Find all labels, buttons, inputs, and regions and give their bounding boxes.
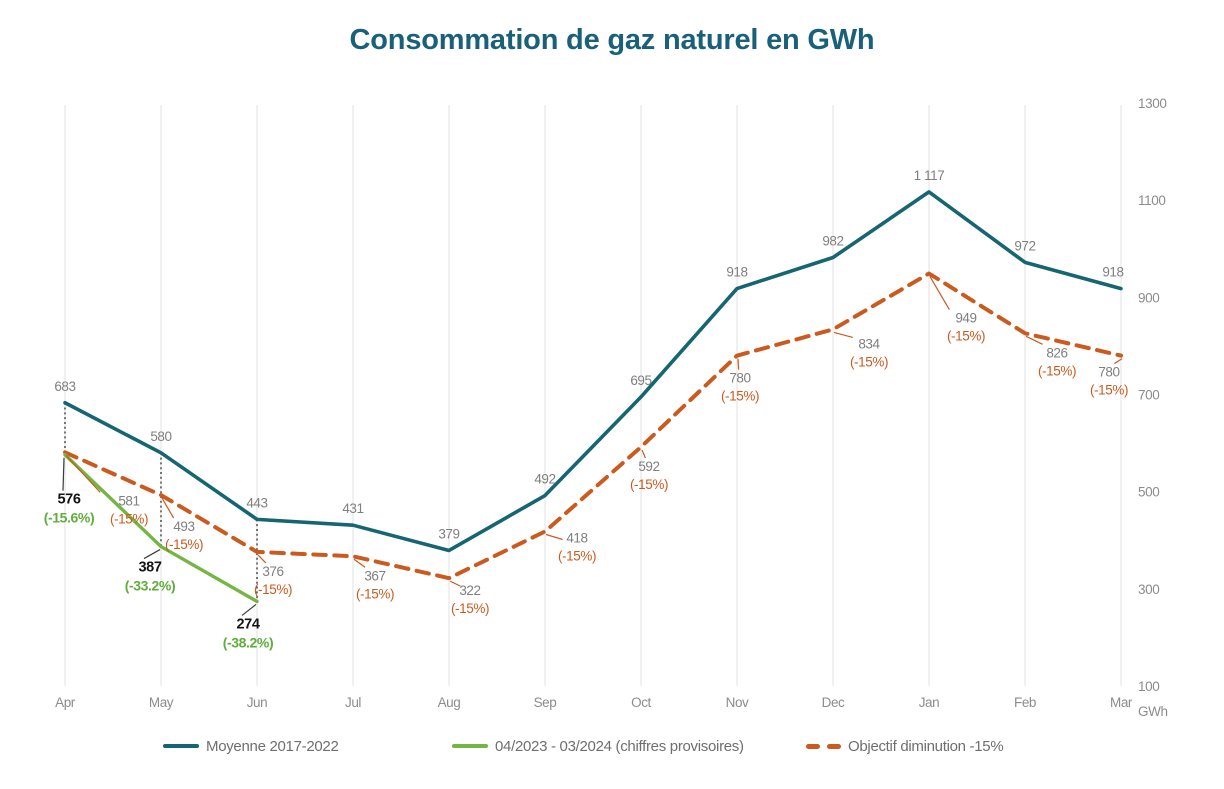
moyenne-value-label: 431 bbox=[342, 501, 363, 516]
x-tick-label: Oct bbox=[631, 695, 651, 710]
y-axis-unit-label: GWh bbox=[1138, 704, 1168, 719]
objectif-pct-label: (-15%) bbox=[356, 586, 394, 601]
objectif-pct-label: (-15%) bbox=[1090, 383, 1128, 398]
x-tick-label: Sep bbox=[534, 695, 557, 710]
legend-swatch-solid bbox=[163, 744, 199, 748]
objectif-pct-label: (-15%) bbox=[721, 389, 759, 404]
legend-label: Moyenne 2017-2022 bbox=[206, 737, 339, 755]
provisoire-pct-label: (-38.2%) bbox=[223, 634, 273, 650]
moyenne-value-label: 492 bbox=[534, 472, 555, 487]
legend-item-2: Objectif diminution -15% bbox=[806, 733, 1004, 759]
y-tick-label: 900 bbox=[1138, 290, 1159, 305]
objectif-pct-label: (-15%) bbox=[110, 511, 148, 526]
objectif-pct-label: (-15%) bbox=[947, 329, 985, 344]
provisoire-labels bbox=[62, 457, 257, 616]
objectif-value-label: 581 bbox=[118, 493, 139, 508]
chart-title: Consommation de gaz naturel en GWh bbox=[349, 24, 875, 56]
objectif-value-label: 834 bbox=[858, 336, 880, 351]
objectif-pct-label: (-15%) bbox=[630, 477, 668, 492]
moyenne-value-label: 443 bbox=[246, 495, 267, 510]
objectif-pct-label: (-15%) bbox=[165, 537, 203, 552]
provisoire-value-label: 576 bbox=[58, 492, 81, 508]
moyenne-value-label: 683 bbox=[54, 379, 75, 394]
y-tick-label: 700 bbox=[1138, 388, 1159, 403]
provisoire-value-label: 387 bbox=[139, 560, 162, 576]
y-tick-label: 1300 bbox=[1138, 96, 1166, 111]
legend-dash bbox=[827, 743, 841, 749]
moyenne-value-label: 379 bbox=[438, 526, 459, 541]
objectif-pct-label: (-15%) bbox=[850, 354, 888, 369]
x-tick-label: Jun bbox=[247, 695, 268, 710]
moyenne-value-label: 918 bbox=[1102, 265, 1123, 280]
objectif-value-label: 418 bbox=[566, 531, 587, 546]
x-tick-label: May bbox=[149, 695, 174, 710]
y-tick-label: 1100 bbox=[1138, 193, 1165, 208]
legend-label: Objectif diminution -15% bbox=[848, 737, 1004, 755]
moyenne-value-label: 972 bbox=[1014, 238, 1035, 253]
legend-label: 04/2023 - 03/2024 (chiffres provisoires) bbox=[495, 737, 744, 755]
provisoire-value-label: 274 bbox=[237, 616, 260, 632]
moyenne-value-label: 982 bbox=[822, 233, 843, 248]
objectif-pct-label: (-15%) bbox=[254, 582, 292, 597]
objectif-pct-label: (-15%) bbox=[1038, 363, 1076, 378]
gridlines bbox=[64, 105, 1122, 686]
series-provisoire-line bbox=[63, 453, 259, 604]
x-tick-label: Apr bbox=[55, 695, 76, 710]
chart-legend: Moyenne 2017-2022 04/2023 - 03/2024 (chif… bbox=[0, 733, 1224, 759]
x-tick-label: Mar bbox=[1110, 695, 1133, 710]
objectif-pct-label: (-15%) bbox=[558, 549, 596, 564]
objectif-value-label: 780 bbox=[729, 371, 750, 386]
y-tick-label: 300 bbox=[1138, 582, 1159, 597]
objectif-value-label: 367 bbox=[364, 568, 385, 583]
moyenne-value-label: 695 bbox=[630, 373, 651, 388]
x-tick-label: Dec bbox=[822, 695, 845, 710]
objectif-pct-label: (-15%) bbox=[451, 601, 489, 616]
moyenne-value-label: 918 bbox=[726, 265, 747, 280]
objectif-value-label: 826 bbox=[1046, 345, 1067, 360]
moyenne-value-label: 1 117 bbox=[914, 168, 945, 183]
series-objectif-line bbox=[63, 271, 1123, 581]
legend-swatch-solid bbox=[452, 744, 488, 748]
legend-item-0: Moyenne 2017-2022 bbox=[163, 733, 339, 759]
x-tick-label: Aug bbox=[438, 695, 461, 710]
moyenne-value-label: 580 bbox=[150, 429, 171, 444]
y-tick-label: 100 bbox=[1138, 679, 1159, 694]
provisoire-pct-label: (-33.2%) bbox=[125, 578, 175, 594]
legend-item-1: 04/2023 - 03/2024 (chiffres provisoires) bbox=[452, 733, 744, 759]
legend-dash bbox=[806, 743, 820, 749]
objectif-value-label: 322 bbox=[459, 583, 480, 598]
x-tick-label: Nov bbox=[726, 695, 749, 710]
objectif-labels bbox=[65, 276, 1123, 587]
series-moyenne-line bbox=[63, 190, 1123, 553]
y-tick-label: 500 bbox=[1138, 485, 1159, 500]
provisoire-pct-label: (-15.6%) bbox=[44, 510, 94, 526]
objectif-value-label: 376 bbox=[262, 564, 283, 579]
objectif-value-label: 592 bbox=[638, 459, 659, 474]
x-tick-label: Jul bbox=[345, 695, 361, 710]
objectif-value-label: 780 bbox=[1098, 365, 1119, 380]
difference-connectors bbox=[64, 402, 258, 602]
objectif-value-label: 949 bbox=[955, 311, 976, 326]
objectif-value-label: 493 bbox=[173, 519, 194, 534]
x-tick-label: Jan bbox=[919, 695, 940, 710]
gas-consumption-line-chart: 1300 1100 900 700 500 300 100 GWh Apr May Jun Jul Au… bbox=[44, 96, 1168, 719]
x-tick-label: Feb bbox=[1014, 695, 1036, 710]
legend-swatch-dashed bbox=[806, 743, 841, 749]
